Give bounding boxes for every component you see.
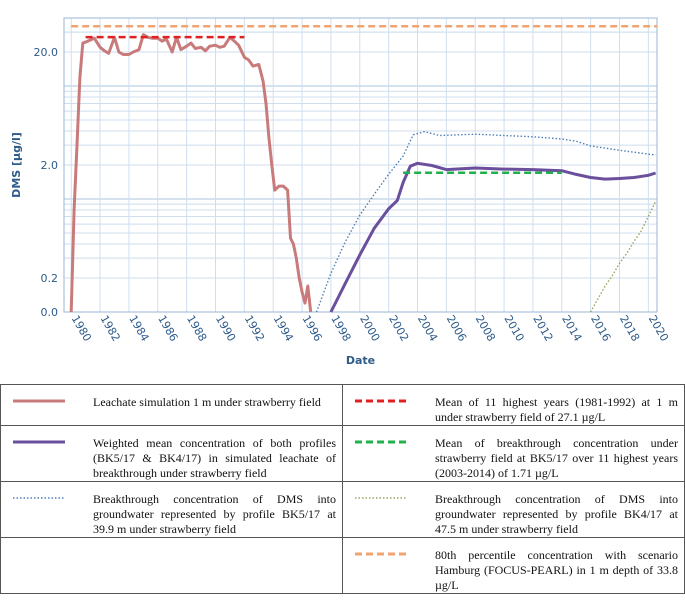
x-tick-label: 2016 (588, 313, 613, 344)
x-tick-label: 2012 (530, 313, 555, 344)
legend-label: Mean of breakthrough concentration under… (435, 436, 678, 480)
series-line-3 (589, 201, 657, 313)
x-tick-label: 1996 (299, 313, 324, 344)
legend-swatch (1, 492, 93, 502)
legend-swatch (1, 395, 93, 405)
x-tick-label: 2018 (617, 313, 642, 344)
legend-swatch (343, 395, 435, 405)
x-axis-title: Date (346, 354, 375, 367)
series-lines (69, 25, 657, 313)
legend-label: Breakthrough concentration of DMS into g… (93, 492, 336, 536)
x-tick-label: 2010 (501, 313, 526, 344)
x-tick-label: 1982 (97, 313, 122, 344)
legend-swatch (343, 548, 435, 558)
x-tick-label: 1988 (184, 313, 209, 344)
x-tick-label: 2004 (415, 313, 440, 344)
x-tick-label: 1980 (69, 313, 94, 344)
x-tick-label: 1998 (328, 313, 353, 344)
series-line-1 (329, 161, 657, 313)
legend-cell: Mean of breakthrough concentration under… (342, 425, 685, 482)
legend-cell: Breakthrough concentration of DMS into g… (342, 481, 685, 538)
legend-label: Leachate simulation 1 m under strawberry… (93, 395, 321, 409)
legend-swatch (343, 436, 435, 446)
legend-cell: Weighted mean concentration of both prof… (0, 425, 343, 482)
x-tick-label: 2014 (559, 313, 584, 344)
y-tick-label: 20.0 (34, 46, 59, 59)
legend-swatch (343, 492, 435, 502)
x-tick-label: 1992 (242, 313, 267, 344)
legend-table: Leachate simulation 1 m under strawberry… (0, 384, 685, 594)
legend-cell: Leachate simulation 1 m under strawberry… (0, 384, 343, 426)
x-tick-label: 2008 (473, 313, 498, 344)
x-tick-label: 1994 (271, 313, 296, 344)
x-tick-label: 2006 (444, 313, 469, 344)
x-tick-label: 1984 (126, 313, 151, 344)
legend-swatch (1, 436, 93, 446)
y-tick-label: 0.0 (41, 306, 59, 319)
x-tick-label: 2020 (646, 313, 671, 344)
legend-cell: Mean of 11 highest years (1981-1992) at … (342, 384, 685, 426)
y-tick-label: 2.0 (41, 159, 59, 172)
plot-frame (63, 17, 658, 313)
legend-cell: Breakthrough concentration of DMS into g… (0, 481, 343, 538)
grid (64, 17, 657, 313)
x-tick-label: 1990 (213, 313, 238, 344)
legend-label: Weighted mean concentration of both prof… (93, 436, 336, 480)
x-tick-label: 2002 (386, 313, 411, 344)
legend-label: Breakthrough concentration of DMS into g… (435, 492, 678, 536)
legend-cell (0, 537, 343, 594)
x-tick-label: 2000 (357, 313, 382, 344)
legend-label: Mean of 11 highest years (1981-1992) at … (435, 395, 678, 424)
series-line-0 (69, 33, 313, 313)
y-axis-title: DMS [µg/l] (10, 132, 23, 198)
axes (63, 17, 658, 313)
legend-cell: 80th percentile concentration with scena… (342, 537, 685, 594)
legend-label: 80th percentile concentration with scena… (435, 548, 678, 592)
y-tick-label: 0.2 (41, 272, 59, 285)
series-line-2 (315, 130, 656, 313)
x-tick-label: 1986 (155, 313, 180, 344)
